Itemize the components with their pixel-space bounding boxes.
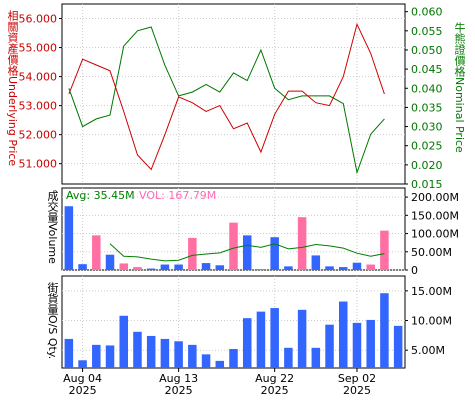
x-tick-year: 2025 <box>69 384 97 397</box>
right-tick-label: 0.020 <box>411 159 443 172</box>
os-qty-bar <box>366 319 375 368</box>
volume-bar <box>256 269 266 270</box>
os-qty-axis-label: 街貨量O/S Qty. <box>46 282 59 360</box>
x-tick-year: 2025 <box>261 384 289 397</box>
volume-bar <box>119 263 128 270</box>
volume-axis-label: 成交量Volume <box>46 190 59 264</box>
x-tick-label-sep-02: Sep 02 <box>338 372 376 385</box>
os-qty-bar <box>352 322 362 368</box>
volume-tick-label: 50.00M <box>411 246 452 259</box>
volume-bar <box>229 222 238 270</box>
volume-bar <box>146 268 156 270</box>
os-qty-bar <box>133 331 142 368</box>
price-panel-frame <box>61 3 406 185</box>
os-qty-bar <box>78 360 87 368</box>
right-tick-label: 0.030 <box>411 121 443 134</box>
os-qty-bar <box>160 338 170 368</box>
os-qty-bar <box>380 293 389 368</box>
underlying-price-axis-label: 相關資產價格Underlying Price <box>6 10 19 167</box>
volume-tick-label: 150.00M <box>411 209 459 222</box>
os-qty-bar <box>393 325 403 368</box>
volume-bar <box>352 262 362 270</box>
os-qty-tick-label: 15.00M <box>411 285 452 298</box>
os-qty-bar <box>339 301 348 368</box>
volume-bar <box>201 263 211 270</box>
volume-avg-label: Avg: 35.45M <box>66 189 135 202</box>
volume-bar <box>160 264 170 270</box>
os-qty-bar <box>92 344 101 368</box>
volume-tick-label: 0 <box>411 264 418 277</box>
right-tick-label: 0.045 <box>411 63 443 76</box>
volume-bar <box>380 230 389 270</box>
volume-bar <box>133 267 142 270</box>
os-qty-bar <box>188 344 197 368</box>
right-tick-label: 0.050 <box>411 44 443 57</box>
volume-bar <box>284 266 293 270</box>
os-qty-bar <box>105 345 115 368</box>
x-tick-label-aug-04: Aug 04 <box>63 372 102 385</box>
right-tick-label: 0.015 <box>411 178 443 191</box>
volume-bar <box>92 235 101 270</box>
os-qty-bar <box>64 338 74 368</box>
os-qty-bar <box>325 324 334 368</box>
volume-bar <box>325 266 334 270</box>
nominal-price-line <box>68 26 385 175</box>
volume-bar <box>242 235 252 270</box>
os-qty-bar <box>215 360 225 368</box>
os-qty-tick-label: 10.00M <box>411 315 452 328</box>
x-tick-year: 2025 <box>165 384 193 397</box>
os-qty-bar <box>311 347 321 368</box>
right-tick-label: 0.055 <box>411 25 443 38</box>
right-tick-label: 0.040 <box>411 82 443 95</box>
volume-bar <box>270 237 279 270</box>
volume-vol-label: VOL: 167.79M <box>139 189 216 202</box>
left-tick-label: 53.000 <box>19 100 58 113</box>
x-tick-label-aug-13: Aug 13 <box>159 372 198 385</box>
volume-bar <box>64 206 74 270</box>
volume-average-line <box>109 243 385 262</box>
left-tick-label: 52.000 <box>19 129 58 142</box>
left-tick-label: 56.000 <box>19 13 58 26</box>
os-qty-bar <box>242 318 252 368</box>
right-tick-label: 0.035 <box>411 101 443 114</box>
x-tick-year: 2025 <box>343 384 371 397</box>
volume-bar <box>188 237 197 270</box>
right-tick-label: 0.060 <box>411 6 443 19</box>
os-qty-bar <box>297 309 307 368</box>
underlying-price-line <box>68 22 385 171</box>
os-qty-bar <box>119 315 128 368</box>
volume-bar <box>78 264 87 270</box>
left-tick-label: 55.000 <box>19 42 58 55</box>
os-qty-bar <box>229 349 238 368</box>
volume-bar <box>339 267 348 270</box>
right-tick-label: 0.025 <box>411 140 443 153</box>
os-qty-bar <box>146 335 156 368</box>
os-qty-bar <box>284 347 293 368</box>
volume-tick-label: 200.00M <box>411 191 459 204</box>
os-qty-bar <box>270 308 279 368</box>
volume-tick-label: 100.00M <box>411 228 459 241</box>
nominal-price-axis-label: 牛熊證價格Nominal Price <box>453 22 466 153</box>
volume-bar <box>215 265 225 270</box>
volume-bar <box>311 255 321 270</box>
volume-bar <box>366 264 375 270</box>
left-tick-label: 54.000 <box>19 71 58 84</box>
x-tick-label-aug-22: Aug 22 <box>255 372 294 385</box>
os-qty-bar <box>256 311 266 368</box>
os-qty-bar <box>174 341 183 368</box>
os-qty-tick-label: 5.00M <box>411 344 445 357</box>
volume-bar <box>297 217 307 270</box>
volume-bar <box>174 264 183 270</box>
os-qty-bar <box>201 354 211 368</box>
volume-bar <box>105 254 115 270</box>
left-tick-label: 51.000 <box>19 158 58 171</box>
